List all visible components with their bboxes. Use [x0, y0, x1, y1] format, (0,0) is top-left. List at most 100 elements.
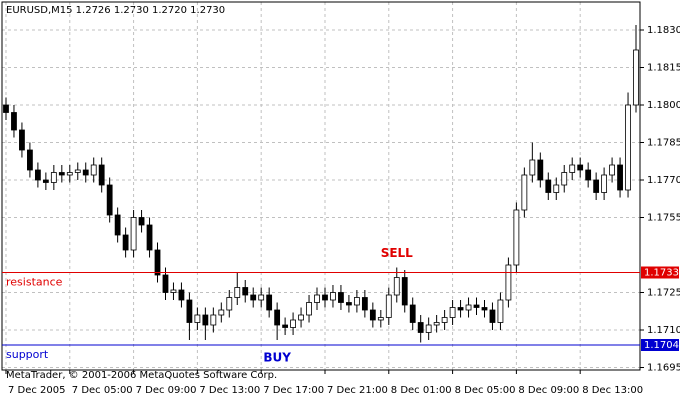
candle-body	[218, 309, 225, 316]
candle-body	[593, 179, 600, 193]
candle-body	[122, 234, 129, 251]
candle-body	[473, 304, 480, 308]
y-tick-label: 1.1770	[647, 175, 680, 186]
candle-body	[298, 314, 304, 321]
candle-body	[569, 164, 576, 173]
candle-body	[114, 214, 121, 236]
candle-body	[146, 224, 153, 251]
candle-body	[138, 217, 145, 226]
candle-body	[58, 172, 65, 176]
y-tick-label: 1.1725	[647, 288, 680, 299]
candle-body	[617, 164, 623, 191]
candle-body	[19, 129, 25, 151]
candle-body	[234, 287, 241, 298]
candle-body	[154, 249, 161, 276]
y-tick-label: 1.1785	[647, 138, 680, 149]
candle-body	[66, 172, 73, 176]
candle-body	[74, 169, 81, 173]
candle-body	[505, 264, 512, 301]
x-tick-label: 7 Dec 2005	[8, 385, 66, 396]
candle-body	[457, 307, 464, 311]
x-tick-label: 7 Dec 05:00	[72, 385, 133, 396]
candle-body	[322, 294, 328, 301]
candle-body	[553, 184, 560, 193]
candle-body	[417, 322, 424, 333]
candle-body	[449, 307, 456, 318]
candle-body	[401, 277, 408, 306]
candle-body	[178, 289, 185, 301]
candle-body	[170, 289, 177, 293]
candle-body	[202, 314, 209, 326]
candle-body	[625, 104, 631, 191]
annotation: BUY	[263, 351, 291, 365]
candle-body	[226, 297, 233, 311]
level-name: support	[6, 348, 49, 361]
level-badge	[641, 339, 679, 351]
candle-body	[353, 297, 360, 306]
x-tick-label: 7 Dec 09:00	[136, 385, 197, 396]
y-tick-label: 1.1695	[647, 363, 680, 374]
candle-body	[497, 299, 504, 323]
candle-body	[601, 174, 608, 193]
x-tick-label: 8 Dec 05:00	[455, 385, 516, 396]
candle-body	[162, 274, 169, 293]
y-tick-label: 1.1800	[647, 100, 680, 111]
candle-body	[42, 179, 49, 183]
plot-frame	[1, 1, 641, 371]
x-tick-label: 8 Dec 01:00	[391, 385, 452, 396]
candle-body	[545, 179, 552, 193]
x-tick-label: 8 Dec 09:00	[518, 385, 579, 396]
x-tick-label: 8 Dec 13:00	[582, 385, 643, 396]
candle-body	[258, 294, 265, 301]
y-tick-label: 1.1755	[647, 213, 680, 224]
level-value: 1.1733	[644, 268, 679, 279]
candle-body	[425, 324, 432, 333]
candle-body	[481, 307, 488, 311]
candle-body	[489, 309, 496, 323]
level-name: resistance	[6, 276, 63, 289]
candle-body	[210, 314, 217, 326]
candle-body	[290, 319, 296, 328]
y-tick-label: 1.1710	[647, 325, 680, 336]
candle-body	[465, 304, 472, 311]
candle-body	[561, 172, 568, 186]
candle-body	[50, 172, 57, 183]
candle-body	[34, 169, 41, 181]
candle-body	[609, 164, 615, 176]
y-tick-label: 1.1830	[647, 25, 680, 36]
candle-body	[90, 164, 97, 176]
candle-body	[513, 209, 520, 266]
candle-body	[186, 299, 193, 323]
annotation: SELL	[381, 246, 413, 260]
candle-body	[314, 294, 320, 303]
footer: MetaTrader, © 2001-2006 MetaQuotes Softw…	[6, 370, 277, 381]
candle-body	[330, 292, 336, 301]
level-badge	[641, 266, 679, 279]
candle-body	[433, 322, 440, 326]
candle-body	[266, 294, 273, 311]
candle-body	[338, 292, 344, 303]
candle-body	[3, 104, 9, 113]
candle-body	[529, 159, 536, 176]
candle-body	[130, 217, 137, 251]
candle-body	[409, 304, 416, 323]
candle-body	[282, 324, 289, 328]
candle-body	[393, 277, 400, 296]
y-tick-label: 1.1815	[647, 63, 680, 74]
candle-body	[369, 309, 376, 321]
candle-body	[346, 302, 352, 306]
candle-body	[11, 112, 17, 131]
x-tick-label: 7 Dec 17:00	[263, 385, 324, 396]
candle-body	[441, 317, 448, 323]
candle-body	[27, 149, 33, 171]
candle-body	[361, 297, 368, 311]
candle-body	[98, 164, 105, 186]
candle-body	[633, 49, 639, 106]
candle-body	[585, 169, 592, 181]
candle-body	[306, 302, 312, 316]
x-tick-label: 7 Dec 21:00	[327, 385, 388, 396]
candle-body	[242, 287, 249, 296]
level-value: 1.1704	[644, 340, 679, 351]
